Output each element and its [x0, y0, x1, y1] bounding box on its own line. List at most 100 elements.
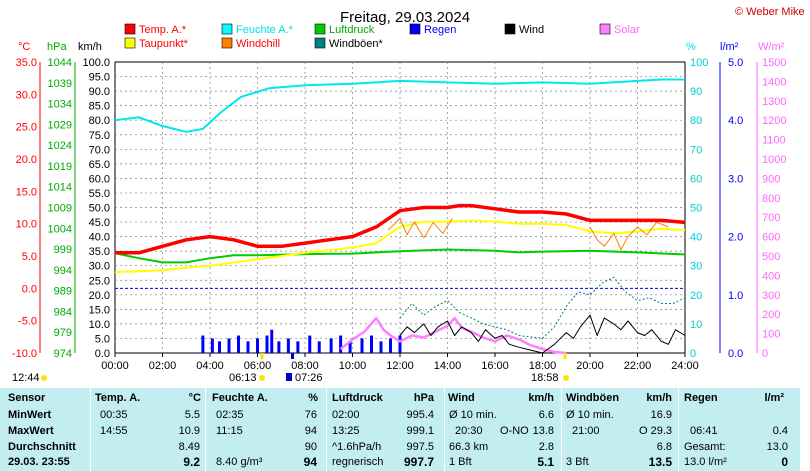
legend-label: Temp. A.* — [139, 24, 187, 36]
pressure-tick: 1024 — [48, 140, 72, 152]
legend-label: Feuchte A.* — [236, 24, 294, 36]
legend-label: Taupunkt* — [139, 38, 189, 50]
temp-value: 8.49 — [178, 441, 200, 453]
wind-tick: 15.0 — [89, 304, 110, 316]
gust-value: 6.8 — [656, 441, 672, 453]
temp-line — [115, 203, 686, 255]
humidity-tick: 40 — [690, 232, 702, 244]
pressure-tick: 994 — [54, 265, 72, 277]
dewpoint-line — [114, 219, 686, 274]
stats-header: Wind — [448, 392, 475, 404]
rain-bar — [348, 341, 352, 353]
x-tick-label: 06:00 — [244, 360, 272, 372]
rain-bar — [329, 338, 333, 353]
pressure-value: 999.1 — [406, 425, 434, 437]
sunrise-label: 06:13 — [229, 372, 257, 384]
rain-bar — [317, 341, 321, 353]
wind-unit: km/h — [78, 41, 102, 53]
temp-tick: 20.0 — [16, 154, 37, 166]
pressure-tick: 1019 — [48, 161, 72, 173]
humidity-unit: % — [686, 41, 696, 53]
wind-tick: 10.0 — [89, 319, 110, 331]
temp-time: 14:55 — [100, 425, 128, 437]
sun-icon — [259, 375, 265, 381]
rise-alt-label: 07:26 — [295, 372, 323, 384]
solar-tick: 400 — [762, 270, 780, 282]
humidity-line — [114, 78, 685, 133]
weather-chart: Freitag, 29.03.2024 © Weber Mike Temp. A… — [12, 6, 805, 384]
rain-bar — [210, 338, 214, 353]
pressure-tick: 1009 — [48, 203, 72, 215]
wind-tick: 55.0 — [89, 188, 110, 200]
sun-marker — [563, 353, 567, 359]
right-axes: 10090807060504030201005.04.03.02.01.00.0… — [690, 57, 786, 360]
humidity-time: 02:35 — [216, 409, 244, 421]
column-divider — [561, 388, 562, 471]
gust-value: 29.3 — [650, 425, 672, 437]
left-axes: 35.0 30.0 25.0 20.0 15.0 10.0 5.0 0.0 -5.0 -10.0 1… — [12, 57, 110, 360]
legend-swatch — [314, 37, 326, 49]
wind-tick: 45.0 — [89, 217, 110, 229]
solar-tick: 300 — [762, 290, 780, 302]
gust-desc: O — [639, 425, 648, 437]
wind-tick: 85.0 — [89, 101, 110, 113]
humidity-value: 94 — [304, 425, 317, 437]
wind-value: 6.6 — [538, 409, 554, 421]
rain-bar — [256, 338, 259, 353]
rain-bar — [218, 341, 221, 353]
wind-desc: Ø 10 min. — [449, 409, 497, 421]
wind-tick: 100.0 — [82, 57, 110, 69]
stats-header: Feuchte A. — [212, 392, 268, 404]
rain-bar — [201, 335, 205, 353]
chart-title: Freitag, 29.03.2024 — [340, 9, 470, 26]
solar-tick: 700 — [762, 212, 780, 224]
rain-unit: l/m² — [720, 41, 739, 53]
pressure-time: 13:25 — [332, 425, 360, 437]
stats-header: Windböen — [566, 392, 620, 404]
x-tick-label: 14:00 — [434, 360, 462, 372]
solar-tick: 200 — [762, 309, 780, 321]
rain-bar — [360, 338, 364, 353]
wind-value: 2.8 — [538, 441, 554, 453]
pressure-tick: 1034 — [48, 99, 72, 111]
stats-header: °C — [188, 392, 201, 404]
x-tick-label: 24:00 — [671, 360, 699, 372]
wind-tick: 30.0 — [89, 261, 110, 273]
temp-value: 10.9 — [178, 425, 200, 437]
column-divider — [326, 388, 327, 471]
solar-unit: W/m² — [758, 41, 785, 53]
sun-times: 12:44 06:13 07:26 18:58 — [12, 353, 569, 384]
x-tick-label: 12:00 — [386, 360, 414, 372]
column-divider — [444, 388, 445, 471]
stats-header: % — [308, 392, 318, 404]
x-axis: 00:00 02:00 04:00 06:00 08:00 10:00 12:00 14:00… — [101, 353, 699, 372]
temp-time: 00:35 — [100, 409, 128, 421]
solar-line — [339, 316, 567, 355]
windchill-line — [387, 218, 453, 239]
sun-marker — [291, 353, 294, 359]
solar-tick: 1200 — [762, 115, 786, 127]
pressure-time: 02:00 — [332, 409, 360, 421]
temp-tick: -10.0 — [12, 348, 37, 360]
gust-desc: 3 Bft — [566, 456, 589, 468]
x-tick-label: 18:00 — [529, 360, 557, 372]
pressure-tick: 1029 — [48, 119, 72, 131]
rain-desc: Gesamt: — [684, 441, 726, 453]
rain-bar — [296, 341, 300, 353]
wind-value: 5.1 — [537, 455, 554, 469]
pressure-line — [114, 248, 686, 264]
rain-bar — [227, 338, 231, 353]
axis-units: °C hPa km/h% l/m² W/m² — [18, 41, 785, 53]
gust-time: 21:00 — [572, 425, 600, 437]
humidity-value: 94 — [303, 455, 317, 469]
rain-tick: 2.0 — [728, 232, 743, 244]
humidity-tick: 90 — [690, 86, 702, 98]
rain-bar — [339, 335, 343, 353]
x-tick-label: 08:00 — [291, 360, 319, 372]
gust-value: 16.9 — [650, 409, 672, 421]
solar-tick: 1500 — [762, 57, 786, 69]
temp-tick: 35.0 — [16, 57, 37, 69]
wind-tick: 0.0 — [95, 348, 110, 360]
stats-header: hPa — [413, 392, 434, 404]
legend-label: Luftdruck — [329, 24, 375, 36]
